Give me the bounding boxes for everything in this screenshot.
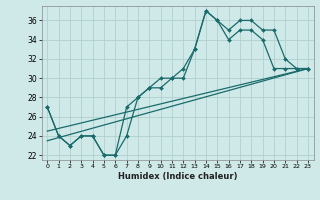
X-axis label: Humidex (Indice chaleur): Humidex (Indice chaleur): [118, 172, 237, 181]
